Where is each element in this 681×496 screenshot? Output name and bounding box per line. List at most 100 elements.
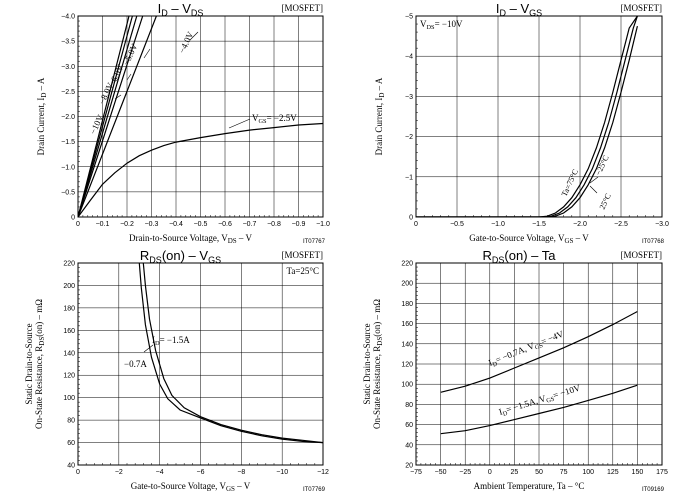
y-tick-label: 200 xyxy=(401,281,413,288)
plot-frame xyxy=(77,15,324,218)
x-tick-label: −75 xyxy=(410,469,422,476)
y-tick-label: 0 xyxy=(409,215,413,222)
series-line-5 xyxy=(78,16,157,217)
y-tick-label: 80 xyxy=(67,418,75,425)
series-line-2 xyxy=(416,16,638,217)
x-tick-label: −8 xyxy=(237,469,245,476)
chart-title: ID – VGS xyxy=(496,1,542,18)
series-label-25c: 25°C xyxy=(598,192,613,211)
y-tick-label: −1.0 xyxy=(61,164,75,171)
x-tick-label: −1.0 xyxy=(316,221,330,228)
x-axis-label: Drain-to-Source Voltage, VDS – V xyxy=(129,233,253,245)
y-tick-label: −1.5 xyxy=(61,139,75,146)
y-tick-label: 180 xyxy=(63,305,75,312)
y-axis-label: Drain Current, ID – A xyxy=(36,77,48,155)
x-tick-label: −50 xyxy=(435,469,447,476)
y-tick-label: 100 xyxy=(63,395,75,402)
y-tick-label: 80 xyxy=(405,402,413,409)
y-tick-label: −4 xyxy=(405,54,413,61)
series-line-3 xyxy=(78,16,138,217)
chart-title: RDS(on) – Ta xyxy=(483,248,557,265)
x-tick-label: −2 xyxy=(115,469,123,476)
x-tick-label: 100 xyxy=(582,469,594,476)
annotation: VDS= −10V xyxy=(420,19,463,31)
y-axis-label-line1: Static Drain-to-Source xyxy=(362,323,372,404)
chart-panel-4: −75 −50 −25 0 25 50 75 100 125 150 175 20 40 60 80 100 1… xyxy=(362,248,668,493)
y-tick-label: 160 xyxy=(63,328,75,335)
y-tick-label: 220 xyxy=(401,261,413,268)
y-tick-label: 140 xyxy=(63,350,75,357)
y-tick-label: 200 xyxy=(63,283,75,290)
y-tick-label: −2 xyxy=(405,134,413,141)
chart-title: ID – VDS xyxy=(158,1,204,18)
x-tick-label: −0.4 xyxy=(169,221,183,228)
series-line-4 xyxy=(78,16,144,217)
chart-title: RDS(on) – VGS xyxy=(140,248,221,265)
y-tick-label: 20 xyxy=(405,463,413,470)
x-tick-label: 0 xyxy=(76,469,80,476)
x-tick-label: 0 xyxy=(488,469,492,476)
y-tick-label: 120 xyxy=(63,373,75,380)
x-tick-label: −0.9 xyxy=(292,221,306,228)
category-tag: [MOSFET] xyxy=(620,250,662,260)
x-tick-label: −12 xyxy=(317,469,329,476)
x-tick-label: −0.7 xyxy=(243,221,257,228)
label-arrow xyxy=(143,48,151,59)
y-axis-label: Drain Current, ID – A xyxy=(374,77,386,155)
annotation: Ta=25°C xyxy=(286,266,319,276)
label-leader xyxy=(143,344,154,353)
label-leader xyxy=(228,118,251,129)
x-tick-label: 175 xyxy=(656,469,668,476)
x-axis-label: Gate-to-Source Voltage, VGS – V xyxy=(469,233,589,245)
x-tick-label: 0 xyxy=(414,221,418,228)
x-tick-label: −6 xyxy=(197,469,205,476)
y-tick-label: 60 xyxy=(405,422,413,429)
plot-frame xyxy=(415,262,663,466)
series-label-5: −4.0V xyxy=(177,29,196,54)
y-axis-label-line1: Static Drain-to-Source xyxy=(24,323,34,404)
series-line-1 xyxy=(416,16,638,217)
x-tick-label: 150 xyxy=(632,469,644,476)
y-axis-label-line2: On-State Resistance, RDS(on) – mΩ xyxy=(372,299,384,429)
x-tick-label: −0.6 xyxy=(218,221,232,228)
series-line-3 xyxy=(416,25,638,217)
y-tick-label: 220 xyxy=(63,261,75,268)
x-tick-label: −2.0 xyxy=(573,221,587,228)
y-tick-label: −3 xyxy=(405,94,413,101)
figure-code: IT07769 xyxy=(303,487,326,493)
y-tick-label: 0 xyxy=(71,215,75,222)
chart-panel-3: 0 −2 −4 −6 −8 −10 −12 40 60 80 100 120 140 160 180 200 2… xyxy=(24,248,329,493)
series-label-0.7a: −0.7A xyxy=(124,359,147,369)
series-line-2 xyxy=(78,16,133,217)
x-tick-label: −25 xyxy=(459,469,471,476)
y-tick-label: −0.5 xyxy=(61,189,75,196)
x-axis-label: Gate-to-Source Voltage, VGS – V xyxy=(131,481,251,493)
x-tick-label: −3.0 xyxy=(655,221,669,228)
label-arrow xyxy=(126,73,132,81)
x-tick-label: 75 xyxy=(560,469,568,476)
y-tick-label: −4.0 xyxy=(61,14,75,21)
x-tick-label: −1.0 xyxy=(491,221,505,228)
series-label-vgs-2.5: VGS= −2.5V xyxy=(252,113,297,125)
x-tick-label: −1.5 xyxy=(532,221,546,228)
y-tick-label: 60 xyxy=(67,440,75,447)
x-tick-label: −0.1 xyxy=(96,221,110,228)
x-axis-label: Ambient Temperature, Ta – °C xyxy=(474,481,585,491)
category-tag: [MOSFET] xyxy=(620,3,662,13)
x-tick-label: −0.5 xyxy=(194,221,208,228)
label-arrow xyxy=(589,185,598,194)
x-tick-label: 50 xyxy=(535,469,543,476)
y-axis-label-line2: On-State Resistance, RDS(on) – mΩ xyxy=(34,299,46,429)
label-arrow xyxy=(189,31,199,41)
figure-code: IT09169 xyxy=(642,487,665,493)
y-tick-label: 160 xyxy=(401,321,413,328)
y-tick-label: −2.5 xyxy=(61,89,75,96)
x-tick-label: −2.5 xyxy=(614,221,628,228)
series-line-2 xyxy=(138,263,323,444)
y-tick-label: −1 xyxy=(405,174,413,181)
y-tick-label: −5 xyxy=(405,14,413,21)
y-tick-label: 100 xyxy=(401,382,413,389)
plot-frame xyxy=(77,262,324,466)
x-tick-label: 125 xyxy=(607,469,619,476)
y-tick-label: −3.0 xyxy=(61,64,75,71)
